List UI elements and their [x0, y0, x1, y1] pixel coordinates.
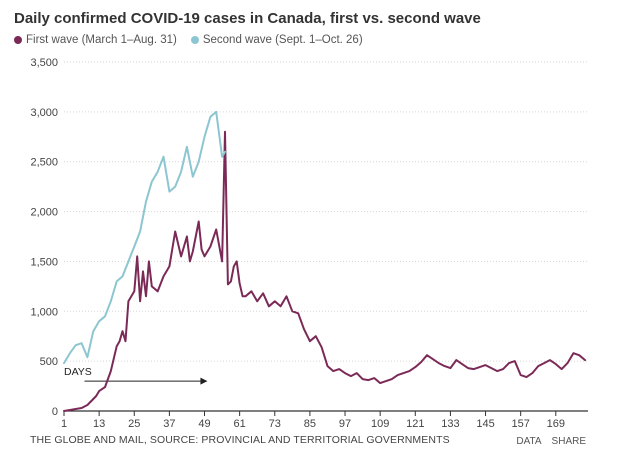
x-tick-label: 109	[371, 418, 389, 430]
y-tick-label: 1,000	[30, 306, 58, 318]
x-tick-label: 13	[93, 418, 105, 430]
y-tick-label: 2,000	[30, 207, 58, 219]
legend: First wave (March 1–Aug. 31) Second wave…	[14, 34, 363, 46]
x-tick-label: 133	[441, 418, 459, 430]
x-tick-label: 49	[198, 418, 210, 430]
source-credit: THE GLOBE AND MAIL, SOURCE: PROVINCIAL A…	[30, 434, 450, 446]
legend-swatch-first-wave	[14, 36, 22, 44]
days-arrow-head	[200, 377, 208, 385]
legend-swatch-second-wave	[190, 36, 199, 44]
x-tick-label: 169	[547, 418, 565, 430]
x-tick-label: 145	[476, 418, 494, 430]
series-line-first-wave	[63, 130, 587, 412]
y-tick-label: 2,500	[30, 157, 58, 169]
legend-label-second-wave: Second wave (Sept. 1–Oct. 26)	[202, 34, 363, 46]
y-tick-label: 500	[40, 356, 58, 368]
x-tick-label: 73	[269, 418, 281, 430]
series-line-second-wave	[63, 110, 226, 365]
x-tick-label: 121	[406, 418, 424, 430]
x-tick-label: 1	[61, 418, 67, 430]
y-tick-label: 3,000	[30, 107, 58, 119]
chart-title: Daily confirmed COVID-19 cases in Canada…	[14, 10, 481, 27]
days-annotation-label: DAYS	[64, 366, 92, 378]
x-tick-label: 97	[339, 418, 351, 430]
data-link[interactable]: DATA	[516, 436, 542, 447]
x-tick-label: 25	[128, 418, 140, 430]
y-tick-label: 3,500	[30, 57, 58, 69]
y-tick-label: 1,500	[30, 256, 58, 268]
x-tick-label: 37	[163, 418, 175, 430]
footer-links: DATA SHARE	[516, 436, 586, 447]
legend-item-first-wave: First wave (March 1–Aug. 31)	[14, 34, 177, 46]
legend-item-second-wave: Second wave (Sept. 1–Oct. 26)	[190, 34, 363, 46]
y-tick-label: 0	[52, 406, 58, 418]
legend-label-first-wave: First wave (March 1–Aug. 31)	[26, 34, 177, 46]
share-link[interactable]: SHARE	[551, 436, 586, 447]
x-tick-label: 61	[234, 418, 246, 430]
x-tick-label: 157	[511, 418, 529, 430]
x-tick-label: 85	[304, 418, 316, 430]
